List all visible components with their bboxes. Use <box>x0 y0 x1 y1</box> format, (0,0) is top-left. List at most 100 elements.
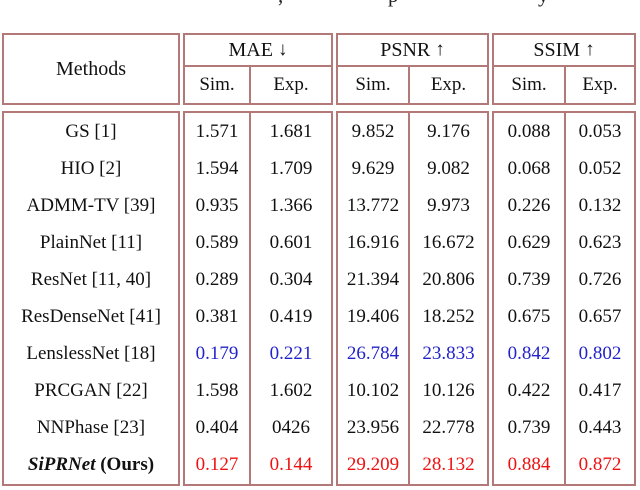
cell: 1.598 <box>195 380 239 402</box>
caption-fragment-y: y <box>538 0 549 7</box>
cell: 18.252 <box>422 306 475 328</box>
method-cell: PlainNet [11] <box>39 231 143 253</box>
cell: 9.852 <box>351 120 395 142</box>
cell: 20.806 <box>422 268 475 290</box>
cell: 0.053 <box>578 120 622 142</box>
ssim-subheader-row: Sim. Exp. <box>494 67 634 103</box>
mae-sim-column: 1.571 1.594 0.935 0.589 0.289 0.381 0.17… <box>185 113 251 484</box>
method-cell: ResNet [11, 40] <box>30 268 152 290</box>
psnr-header-group: PSNR ↑ Sim. Exp. <box>336 33 489 105</box>
cell: 0.052 <box>578 157 622 179</box>
cell: 0.226 <box>507 194 551 216</box>
method-cell-ours: SiPRNet (Ours) <box>4 447 178 484</box>
cell: 0.404 <box>195 417 239 439</box>
clipped-caption-fragment: , p y <box>0 0 640 7</box>
cell: 28.132 <box>422 454 475 476</box>
mae-header-group: MAE ↓ Sim. Exp. <box>183 33 333 105</box>
cell: 13.772 <box>346 194 400 216</box>
cell: 21.394 <box>346 268 400 290</box>
cell: 0426 <box>272 417 310 439</box>
cell: 0.419 <box>269 306 313 328</box>
cell: 1.571 <box>195 120 239 142</box>
cell: 0.935 <box>195 194 239 216</box>
cell: 16.916 <box>346 231 400 253</box>
cell: 0.381 <box>195 306 239 328</box>
cell: 1.681 <box>269 120 313 142</box>
mae-sim-subheader: Sim. <box>185 67 251 103</box>
mae-column-group: 1.571 1.594 0.935 0.589 0.289 0.381 0.17… <box>183 111 333 486</box>
cell: 0.422 <box>507 380 551 402</box>
cell: 0.088 <box>507 120 551 142</box>
ssim-column-group: 0.088 0.068 0.226 0.629 0.739 0.675 0.84… <box>492 111 636 486</box>
cell: 1.594 <box>195 157 239 179</box>
cell: 0.221 <box>269 343 313 365</box>
mae-subheader-row: Sim. Exp. <box>185 67 331 103</box>
cell: 22.778 <box>422 417 475 439</box>
psnr-group-title: PSNR ↑ <box>338 35 487 67</box>
cell: 0.601 <box>269 231 313 253</box>
cell: 9.176 <box>427 120 470 142</box>
psnr-label: PSNR <box>380 38 431 61</box>
ssim-label: SSIM <box>533 38 581 61</box>
cell: 1.709 <box>269 157 313 179</box>
cell: 0.179 <box>195 343 239 365</box>
method-cell: GS [1] <box>65 120 117 142</box>
cell: 23.833 <box>422 343 475 365</box>
mae-group-title: MAE ↓ <box>185 35 331 67</box>
cell: 0.726 <box>578 268 622 290</box>
method-cell: NNPhase [23] <box>36 417 146 439</box>
cell: 0.842 <box>507 343 551 365</box>
methods-header-label: Methods <box>56 57 126 80</box>
cell: 0.884 <box>507 454 551 476</box>
mae-exp-subheader: Exp. <box>273 74 309 95</box>
ssim-header-group: SSIM ↑ Sim. Exp. <box>492 33 636 105</box>
method-cell: PRCGAN [22] <box>34 380 148 402</box>
cell: 9.629 <box>351 157 395 179</box>
cell: 26.784 <box>346 343 400 365</box>
methods-column: GS [1] HIO [2] ADMM-TV [39] PlainNet [11… <box>2 111 180 486</box>
cell: 1.602 <box>269 380 313 402</box>
mae-label: MAE <box>228 38 273 61</box>
cell: 0.144 <box>269 454 313 476</box>
ssim-sim-column: 0.088 0.068 0.226 0.629 0.739 0.675 0.84… <box>494 113 566 484</box>
mae-exp-column: 1.681 1.709 1.366 0.601 0.304 0.419 0.22… <box>251 113 331 484</box>
ssim-group-title: SSIM ↑ <box>494 35 634 67</box>
psnr-sim-column: 9.852 9.629 13.772 16.916 21.394 19.406 … <box>338 113 410 484</box>
methods-header-cell: Methods <box>2 33 180 105</box>
cell: 0.872 <box>578 454 622 476</box>
cell: 0.739 <box>507 417 551 439</box>
cell: 0.623 <box>578 231 622 253</box>
cell: 9.973 <box>427 194 470 216</box>
cell: 0.629 <box>507 231 551 253</box>
results-table: Methods MAE ↓ Sim. Exp. PSNR ↑ Sim. <box>2 33 636 486</box>
cell: 0.304 <box>269 268 313 290</box>
cell: 0.443 <box>578 417 622 439</box>
method-cell: ResDenseNet [41] <box>21 306 161 328</box>
cell: 0.127 <box>195 454 239 476</box>
psnr-sim-subheader: Sim. <box>338 67 410 103</box>
cell: 10.126 <box>422 380 475 402</box>
cell: 9.082 <box>427 157 470 179</box>
ssim-exp-column: 0.053 0.052 0.132 0.623 0.726 0.657 0.80… <box>566 113 634 484</box>
cell: 0.802 <box>578 343 622 365</box>
cell: 16.672 <box>422 231 475 253</box>
up-arrow-icon: ↑ <box>585 39 595 60</box>
cell: 29.209 <box>346 454 400 476</box>
cell: 19.406 <box>346 306 400 328</box>
psnr-exp-column: 9.176 9.082 9.973 16.672 20.806 18.252 2… <box>410 113 487 484</box>
ours-method-name: SiPRNet <box>27 454 96 476</box>
method-cell: HIO [2] <box>60 157 122 179</box>
psnr-exp-subheader: Exp. <box>430 74 467 95</box>
psnr-column-group: 9.852 9.629 13.772 16.916 21.394 19.406 … <box>336 111 489 486</box>
cell: 0.657 <box>578 306 622 328</box>
method-cell: LenslessNet [18] <box>26 343 156 365</box>
caption-fragment-p: p <box>388 0 399 7</box>
cell: 0.675 <box>507 306 551 328</box>
caption-fragment-comma: , <box>278 0 283 7</box>
down-arrow-icon: ↓ <box>277 39 288 60</box>
table-body: GS [1] HIO [2] ADMM-TV [39] PlainNet [11… <box>2 111 636 486</box>
ssim-sim-subheader: Sim. <box>494 67 566 103</box>
up-arrow-icon: ↑ <box>435 39 445 60</box>
cell: 0.417 <box>578 380 622 402</box>
